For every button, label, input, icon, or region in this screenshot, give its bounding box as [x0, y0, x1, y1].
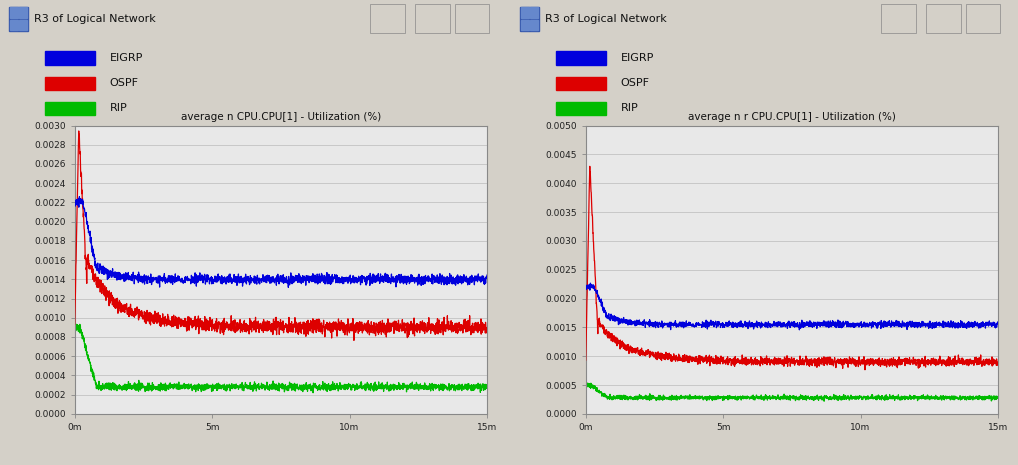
Bar [556, 77, 606, 90]
Bar [45, 102, 95, 115]
Bar [966, 4, 1001, 33]
Title: average n CPU.CPU[1] - Utilization (%): average n CPU.CPU[1] - Utilization (%) [180, 112, 381, 122]
Text: RIP: RIP [109, 103, 127, 113]
Bar [9, 20, 18, 30]
Bar [45, 52, 95, 65]
Text: EIGRP: EIGRP [109, 53, 143, 63]
Text: RIP: RIP [620, 103, 638, 113]
Text: OSPF: OSPF [620, 78, 649, 88]
Text: OSPF: OSPF [109, 78, 138, 88]
Bar [371, 4, 405, 33]
Bar [19, 20, 27, 30]
Text: R3 of Logical Network: R3 of Logical Network [34, 13, 156, 24]
Bar [926, 4, 961, 33]
Text: ×: × [472, 13, 482, 24]
Bar [19, 7, 27, 18]
Bar [556, 102, 606, 115]
Text: EIGRP: EIGRP [620, 53, 654, 63]
Bar [9, 7, 18, 18]
Text: ||: || [945, 13, 952, 24]
Bar [455, 4, 490, 33]
Text: —: — [387, 13, 398, 24]
Bar [882, 4, 916, 33]
Bar [520, 7, 539, 31]
Text: ×: × [983, 13, 993, 24]
Bar [45, 77, 95, 90]
Title: average n r CPU.CPU[1] - Utilization (%): average n r CPU.CPU[1] - Utilization (%) [688, 112, 896, 122]
Bar [520, 20, 529, 30]
Text: —: — [898, 13, 909, 24]
Bar [530, 20, 539, 30]
Bar [9, 7, 27, 31]
Text: R3 of Logical Network: R3 of Logical Network [545, 13, 667, 24]
Bar [520, 7, 529, 18]
Text: ||: || [434, 13, 441, 24]
Bar [415, 4, 450, 33]
Bar [530, 7, 539, 18]
Bar [556, 52, 606, 65]
